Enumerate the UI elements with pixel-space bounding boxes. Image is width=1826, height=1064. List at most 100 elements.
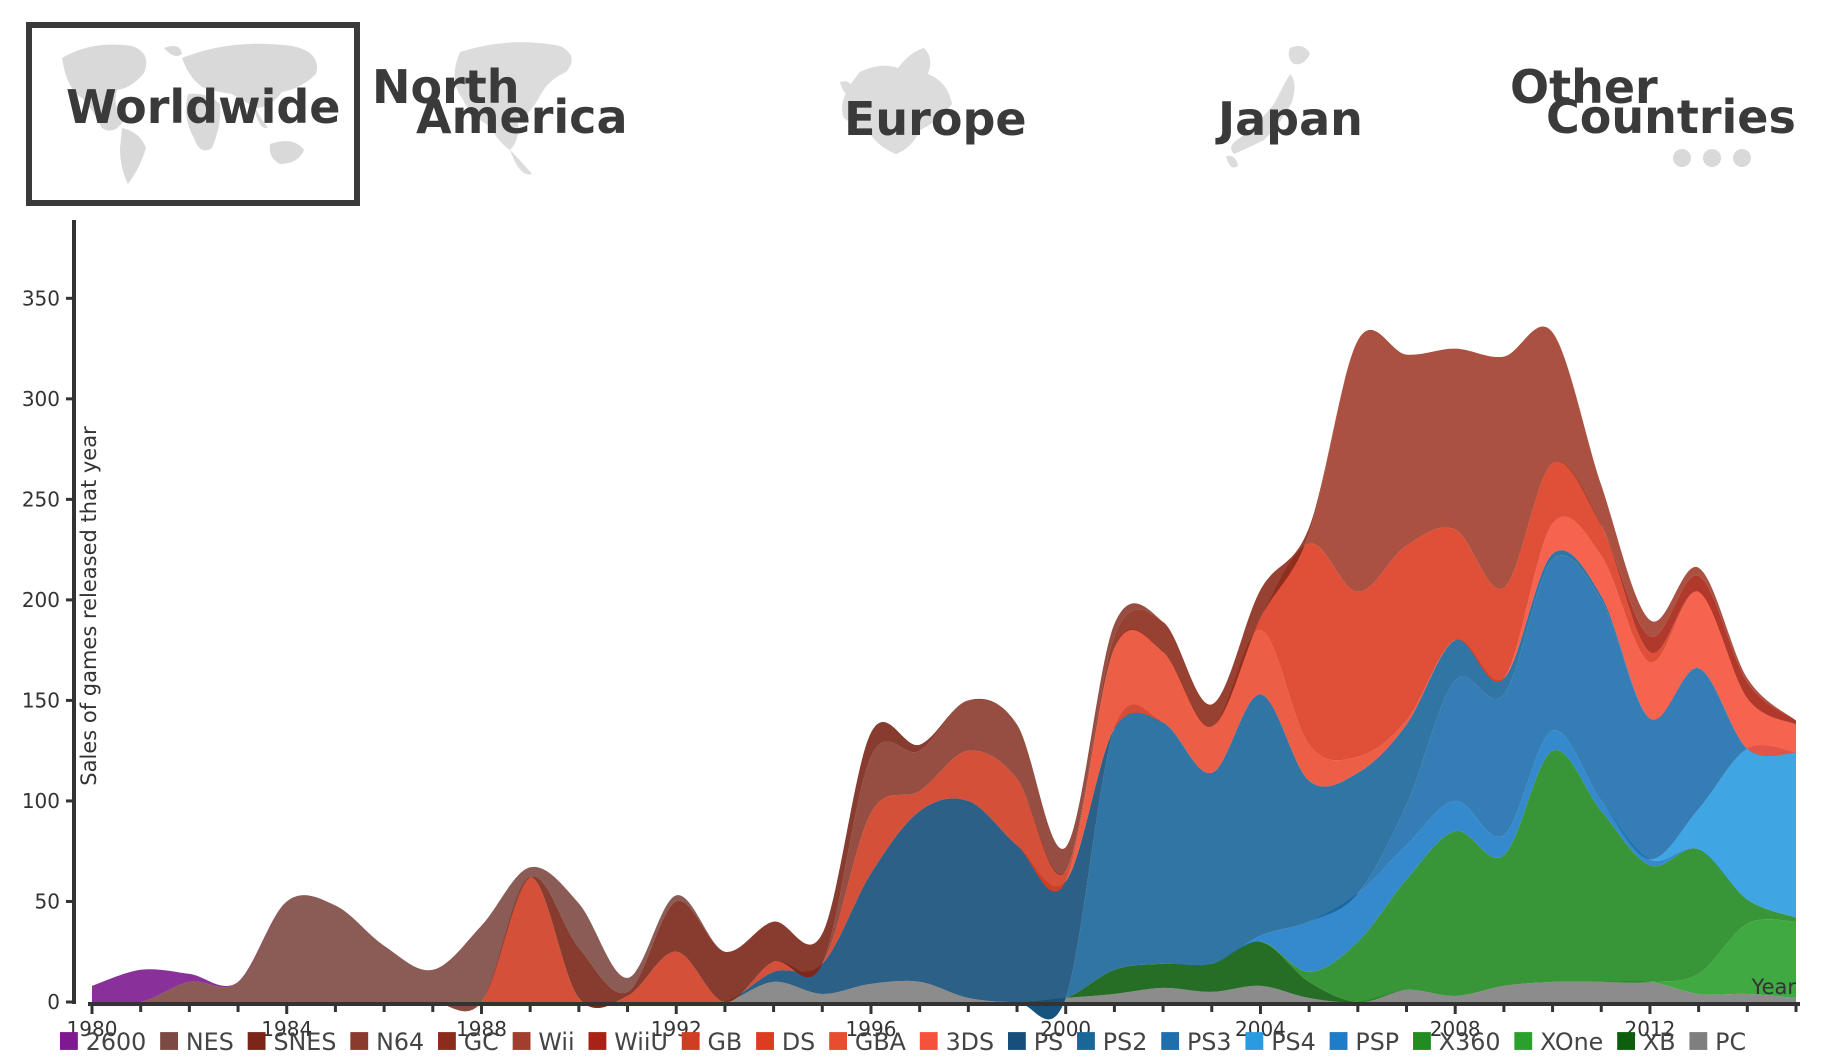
legend-swatch: [919, 1032, 938, 1050]
legend-item-ds[interactable]: DS: [756, 1028, 815, 1056]
tab-worldwide-label: Worldwide: [66, 80, 341, 134]
legend-label: XB: [1643, 1028, 1676, 1056]
y-tick-label: 350: [22, 286, 60, 310]
north-america-map-icon: [454, 42, 572, 175]
legend-swatch: [681, 1032, 700, 1050]
legend-swatch: [1413, 1032, 1431, 1050]
legend-label: PS2: [1103, 1028, 1148, 1056]
legend-label: N64: [376, 1028, 424, 1056]
y-tick-label: 100: [22, 789, 60, 813]
legend-item-gb[interactable]: GB: [681, 1028, 743, 1056]
area-series-x360[interactable]: [92, 749, 1796, 1004]
legend-swatch: [1689, 1032, 1708, 1050]
legend-swatch: [1007, 1032, 1026, 1050]
area-series-ds[interactable]: [92, 461, 1796, 1005]
tab-north-america-label-line2: America: [416, 90, 628, 144]
legend-swatch: [1617, 1032, 1636, 1050]
legend-item-ps3[interactable]: PS3: [1161, 1028, 1232, 1056]
y-tick-label: 50: [35, 889, 60, 913]
legend-swatch: [1514, 1032, 1533, 1050]
x-tick-label: 2008: [1430, 1017, 1481, 1041]
legend-label: Wii: [538, 1028, 574, 1056]
y-tick-label: 200: [22, 588, 60, 612]
tab-other-countries-label-line2: Countries: [1546, 90, 1796, 144]
area-series-nes[interactable]: [92, 326, 1796, 1012]
legend-item-x360[interactable]: X360: [1413, 1028, 1500, 1056]
region-tabs: Worldwide North America Europe: [0, 0, 1826, 220]
legend-swatch: [438, 1032, 456, 1050]
legend-label: PSP: [1355, 1028, 1399, 1056]
legend-swatch: [756, 1032, 774, 1050]
legend-swatch: [588, 1032, 607, 1050]
legend-swatch: [160, 1032, 178, 1050]
tab-north-america[interactable]: North America: [370, 22, 704, 206]
legend-label: GC: [464, 1028, 499, 1056]
area-series-ps[interactable]: [92, 550, 1796, 1020]
tab-other-countries[interactable]: Other Countries: [1500, 22, 1826, 206]
legend-item-wiiu[interactable]: WiiU: [588, 1028, 668, 1056]
legend-swatch: [1077, 1032, 1095, 1050]
legend-swatch: [1329, 1032, 1348, 1050]
legend-label: DS: [782, 1028, 815, 1056]
tab-japan[interactable]: Japan: [1186, 22, 1520, 206]
legend-label: X360: [1439, 1028, 1501, 1056]
legend-label: GBA: [855, 1028, 907, 1056]
legend-item-ps2[interactable]: PS2: [1077, 1028, 1147, 1056]
y-tick-label: 300: [22, 387, 60, 411]
tab-europe-label: Europe: [844, 92, 1027, 146]
legend-swatch: [59, 1032, 78, 1050]
legend-item-psp[interactable]: PSP: [1329, 1028, 1400, 1056]
legend-item-ps[interactable]: PS: [1007, 1028, 1063, 1056]
legend-swatch: [1245, 1032, 1264, 1050]
area-series-pc[interactable]: [92, 980, 1796, 1004]
legend-label: PS: [1034, 1028, 1063, 1056]
area-series-ps3[interactable]: [92, 555, 1796, 1004]
y-tick-label: 150: [22, 688, 60, 712]
legend-item-gc[interactable]: GC: [438, 1028, 499, 1056]
legend-label: NES: [186, 1028, 234, 1056]
y-tick-label: 250: [22, 487, 60, 511]
y-tick-label: 0: [47, 990, 60, 1014]
legend-label: PS3: [1187, 1028, 1232, 1056]
legend-item-gba[interactable]: GBA: [829, 1028, 907, 1056]
legend-label: PS4: [1271, 1028, 1316, 1056]
legend-item-2600[interactable]: 2600: [59, 1028, 146, 1056]
x-tick-label: 1996: [846, 1017, 897, 1041]
area-series-group: [92, 326, 1796, 1020]
y-axis-label: Sales of games released that year: [77, 426, 101, 786]
legend-swatch: [350, 1032, 369, 1050]
legend-item-wii[interactable]: Wii: [512, 1028, 575, 1056]
legend-item-xb[interactable]: XB: [1617, 1028, 1676, 1056]
tab-japan-label: Japan: [1218, 92, 1363, 146]
legend-item-ps4[interactable]: PS4: [1245, 1028, 1316, 1056]
other-countries-dots-icon: [1673, 149, 1751, 167]
legend-swatch: [1161, 1032, 1180, 1050]
legend-label: PC: [1715, 1028, 1746, 1056]
tab-other-countries-label-line1: Other: [1510, 60, 1658, 114]
legend-swatch: [247, 1032, 266, 1050]
legend: 2600 NES SNES N64 GC Wii WiiU GB DS GBA 3DS PS PS2 PS…: [59, 1028, 1746, 1056]
legend-item-3ds[interactable]: 3DS: [919, 1028, 995, 1056]
legend-item-nes[interactable]: NES: [160, 1028, 234, 1056]
tab-worldwide[interactable]: Worldwide: [26, 22, 360, 206]
japan-map-icon: [1226, 46, 1310, 168]
legend-label: GB: [708, 1028, 743, 1056]
legend-swatch: [829, 1032, 848, 1050]
x-tick-label: 1984: [261, 1017, 312, 1041]
legend-item-xone[interactable]: XOne: [1514, 1028, 1603, 1056]
tab-north-america-label-line1: North: [372, 60, 520, 114]
legend-label: 3DS: [946, 1028, 995, 1056]
legend-label: 2600: [86, 1028, 146, 1056]
legend-item-pc[interactable]: PC: [1689, 1028, 1746, 1056]
legend-swatch: [512, 1032, 531, 1050]
legend-item-snes[interactable]: SNES: [247, 1028, 337, 1056]
tab-europe[interactable]: Europe: [800, 22, 1134, 206]
legend-item-n64[interactable]: N64: [350, 1028, 424, 1056]
area-series-wii[interactable]: [92, 326, 1796, 1012]
legend-label: XOne: [1540, 1028, 1603, 1056]
legend-label: SNES: [273, 1028, 336, 1056]
x-axis-label: Year: [1751, 975, 1797, 999]
legend-label: WiiU: [614, 1028, 668, 1056]
europe-map-icon: [840, 48, 952, 154]
